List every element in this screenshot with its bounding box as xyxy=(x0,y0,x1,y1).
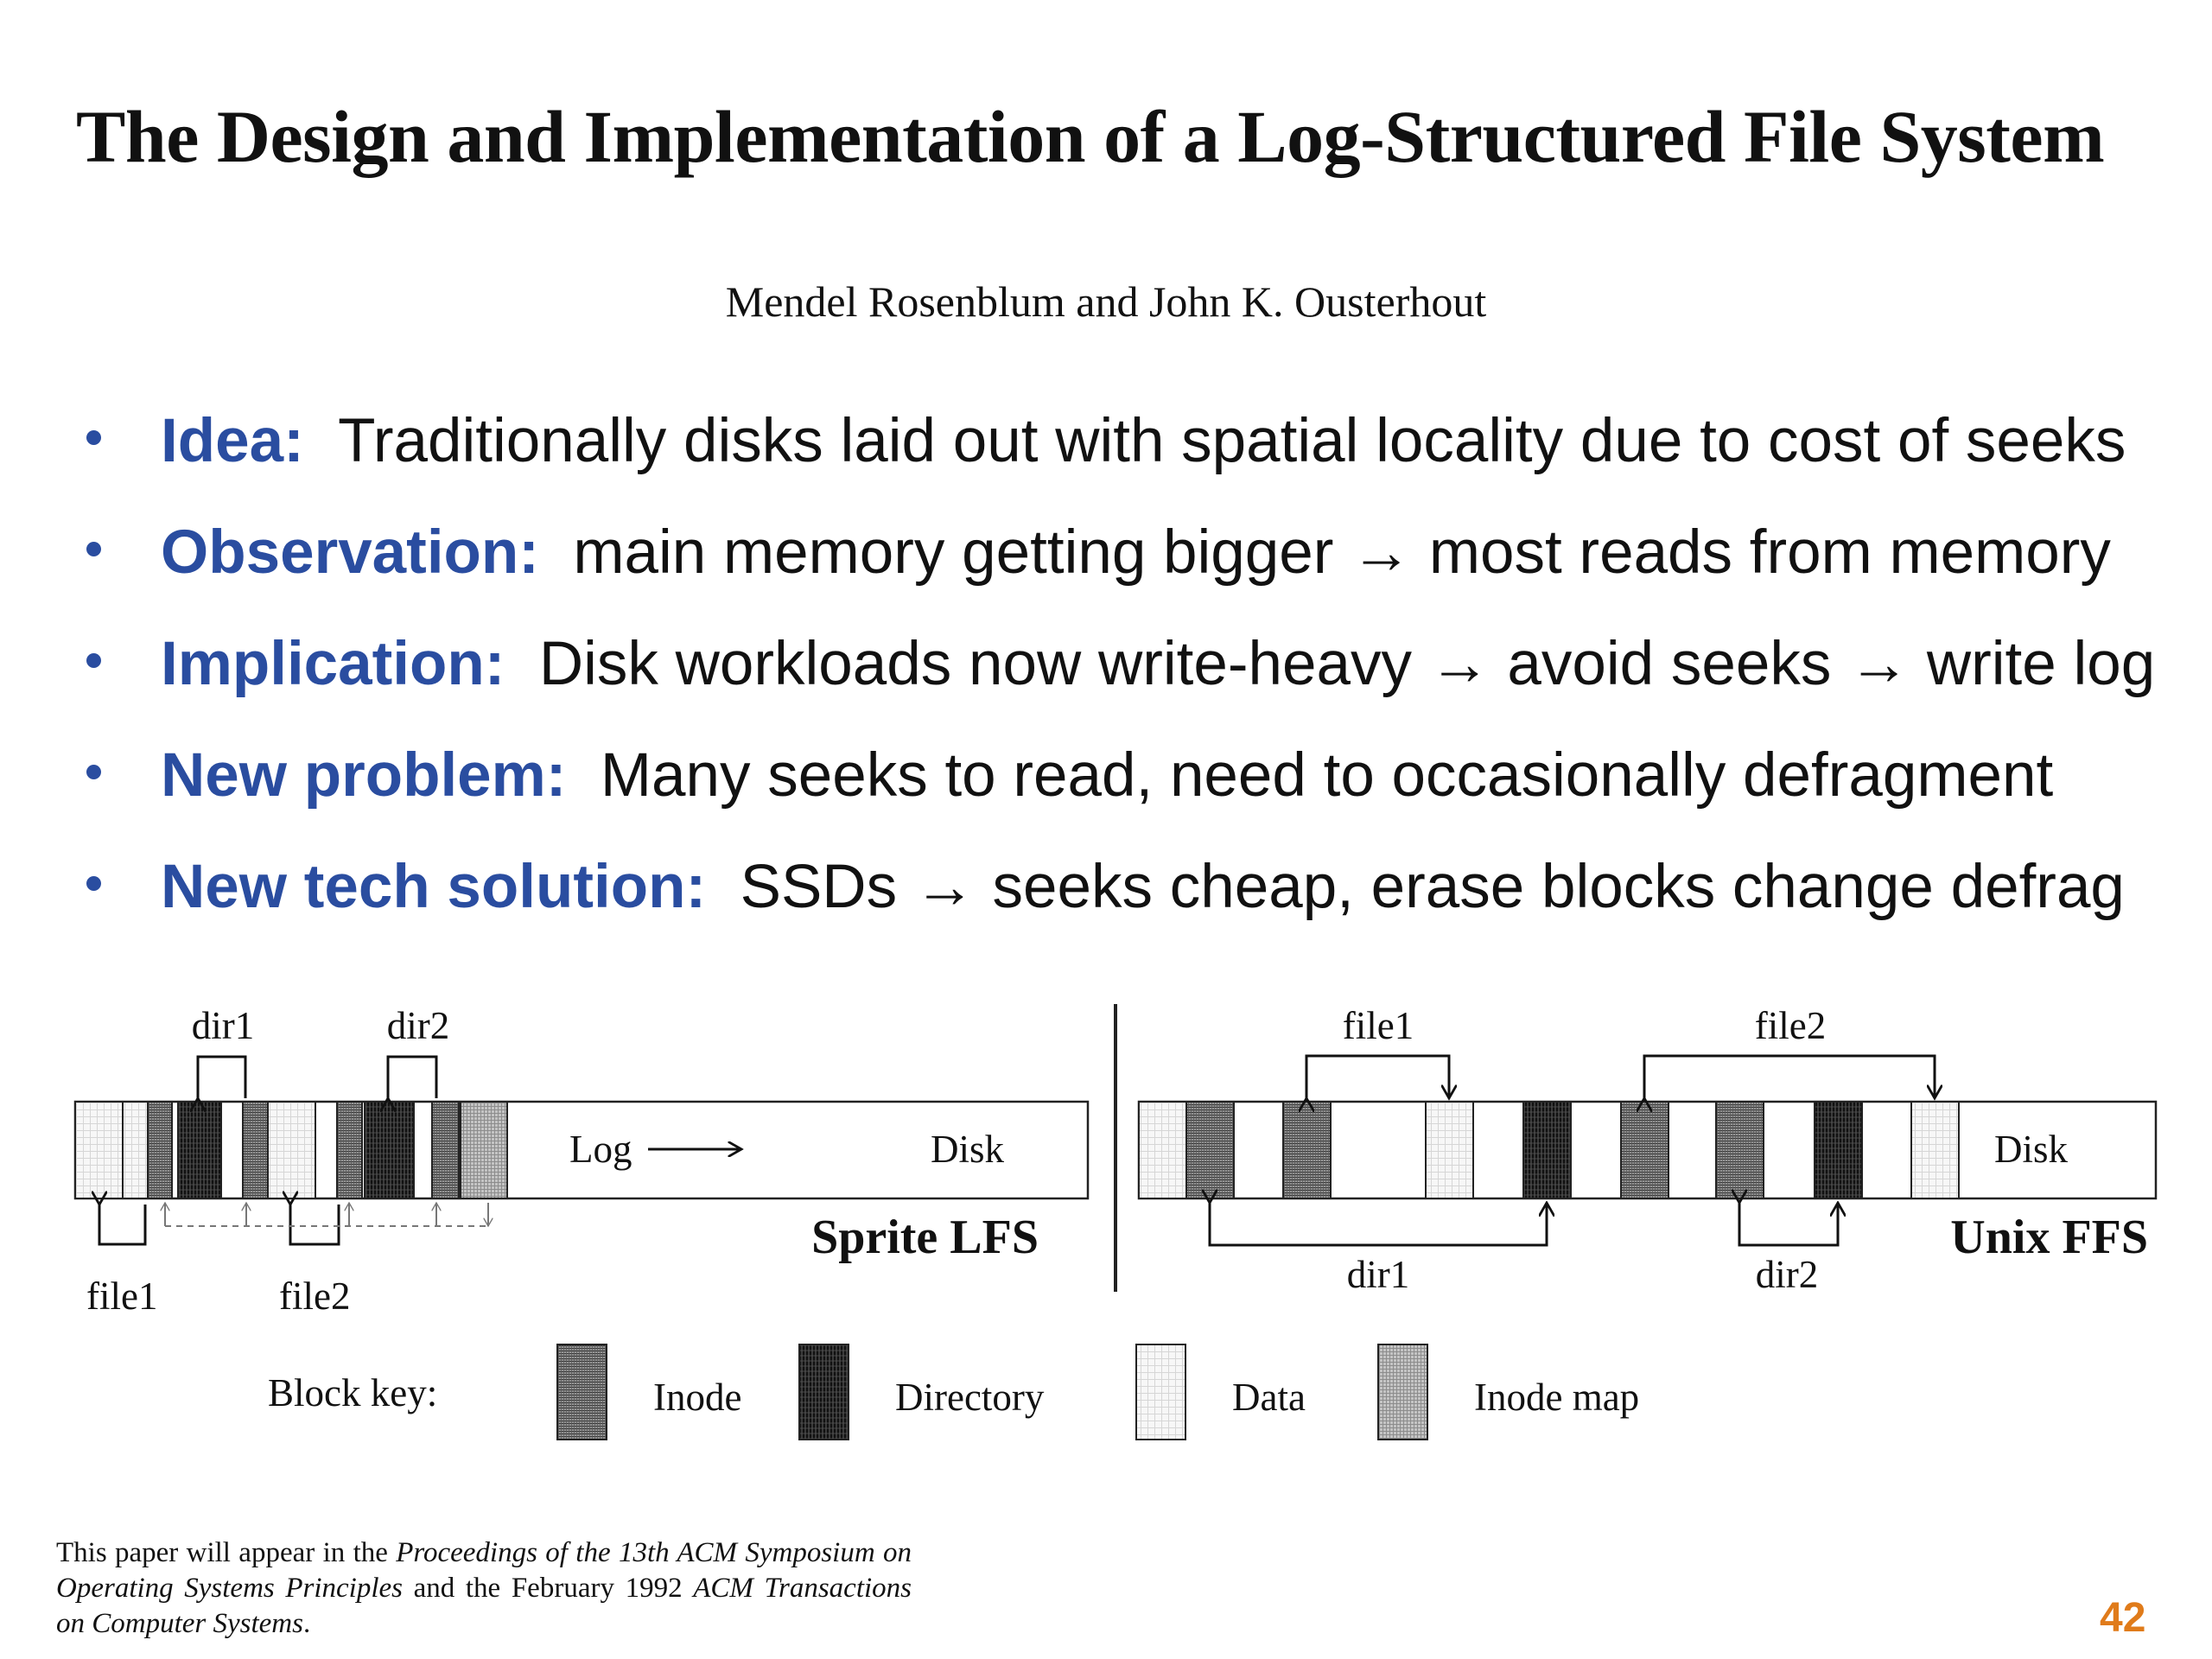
bullet-dot-icon xyxy=(86,876,101,891)
paper-authors: Mendel Rosenblum and John K. Ousterhout xyxy=(725,277,1487,326)
bullet-text: Traditionally disks laid out with spatia… xyxy=(338,407,2126,475)
lfs-dir1-arrow xyxy=(198,1055,247,1098)
ffs-block-data xyxy=(1138,1101,1187,1199)
key-label-data: Data xyxy=(1232,1376,1306,1419)
bullet-dot-icon xyxy=(86,542,101,556)
bullet-label: Idea: xyxy=(161,407,304,475)
key-label-directory: Directory xyxy=(895,1376,1045,1419)
ffs-dir1-label: dir1 xyxy=(1347,1253,1410,1296)
page-number: 42 xyxy=(2100,1595,2146,1641)
unix-ffs-caption: Unix FFS xyxy=(1950,1211,2148,1264)
bullet-dot-icon xyxy=(86,430,101,445)
lfs-file1-arrow xyxy=(99,1205,147,1246)
lfs-block-inode xyxy=(147,1101,173,1199)
ffs-file1-label: file1 xyxy=(1343,1004,1414,1047)
lfs-block-data xyxy=(122,1101,149,1199)
ffs-block-data xyxy=(1910,1101,1960,1199)
paper-title: The Design and Implementation of a Log-S… xyxy=(76,95,2105,178)
key-swatch-inode-map xyxy=(1377,1344,1428,1440)
ffs-block-data xyxy=(1425,1101,1474,1199)
sprite-lfs-caption: Sprite LFS xyxy=(811,1211,1039,1264)
key-swatch-inode xyxy=(556,1344,607,1440)
lfs-block-data xyxy=(74,1101,124,1199)
ffs-file1-arrow xyxy=(1306,1054,1449,1098)
lfs-log-label: Log xyxy=(569,1128,632,1171)
ffs-file2-arrow xyxy=(1644,1054,1935,1098)
bullet-label: New tech solution: xyxy=(161,853,707,921)
bullet-label: New problem: xyxy=(161,741,567,810)
ffs-block-inode xyxy=(1620,1101,1669,1199)
lfs-dir2-label: dir2 xyxy=(387,1004,450,1047)
ffs-block-inode xyxy=(1715,1101,1764,1199)
lfs-block-inode xyxy=(242,1101,269,1199)
lfs-block-directory xyxy=(177,1101,222,1199)
lfs-file2-arrow xyxy=(290,1205,340,1246)
ffs-dir2-label: dir2 xyxy=(1756,1253,1819,1296)
lfs-block-inode xyxy=(431,1101,460,1199)
key-label-inode: Inode xyxy=(653,1376,741,1419)
lfs-block-inode xyxy=(336,1101,363,1199)
ffs-file2-label: file2 xyxy=(1755,1004,1826,1047)
block-key: Block key: Inode Directory Data Inode ma… xyxy=(268,1344,1639,1440)
bullet-label: Observation: xyxy=(161,518,539,587)
lfs-vs-ffs-figure: dir1 dir2 Log Disk file1 file2 Sprite LF… xyxy=(73,1004,2158,1440)
block-key-title: Block key: xyxy=(268,1371,437,1414)
bullet-text: Many seeks to read, need to occasionally… xyxy=(600,741,2054,810)
citation-venue: Proceedings of the 13th ACM Symposium on… xyxy=(56,1537,912,1604)
ffs-block-directory xyxy=(1522,1101,1572,1199)
citation-journal: ACM Transactions on Computer Systems xyxy=(56,1573,912,1639)
lfs-file1-label: file1 xyxy=(86,1274,157,1318)
ffs-block-directory xyxy=(1814,1101,1863,1199)
lfs-block-data xyxy=(267,1101,316,1199)
citation-text: and the February 1992 xyxy=(403,1573,694,1604)
bullet-text: Disk workloads now write-heavy → avoid s… xyxy=(538,630,2156,698)
key-label-inode-map: Inode map xyxy=(1474,1376,1639,1419)
bullet-dot-icon xyxy=(86,765,101,779)
sprite-lfs-diagram: dir1 dir2 Log Disk file1 file2 Sprite LF… xyxy=(73,1004,1090,1318)
ffs-disk-label: Disk xyxy=(1994,1128,2069,1171)
lfs-block-directory xyxy=(364,1101,415,1199)
ffs-dir2-arrow xyxy=(1739,1203,1838,1247)
bullet-dot-icon xyxy=(86,653,101,668)
lfs-disk-label: Disk xyxy=(931,1128,1005,1171)
publication-note: This paper will appear in the Proceeding… xyxy=(56,1535,912,1642)
citation-text: This paper will appear in the xyxy=(56,1537,397,1568)
bullet-text: main memory getting bigger → most reads … xyxy=(573,518,2111,587)
bullet-text: SSDs → seeks cheap, erase blocks change … xyxy=(740,853,2125,921)
ffs-dir1-arrow xyxy=(1210,1203,1547,1247)
ffs-block-inode xyxy=(1185,1101,1235,1199)
key-swatch-data xyxy=(1135,1344,1186,1440)
lfs-file2-label: file2 xyxy=(279,1274,350,1318)
key-swatch-directory xyxy=(798,1344,849,1440)
ffs-block-inode xyxy=(1282,1101,1332,1199)
lfs-dir1-label: dir1 xyxy=(192,1004,255,1047)
bullet-label: Implication: xyxy=(161,630,505,698)
unix-ffs-diagram: file1 file2 Disk dir1 dir2 Unix FFS xyxy=(1137,1004,2158,1296)
lfs-dir2-arrow xyxy=(388,1055,438,1098)
citation-text: . xyxy=(302,1608,311,1639)
lfs-block-inode-map xyxy=(460,1101,508,1199)
